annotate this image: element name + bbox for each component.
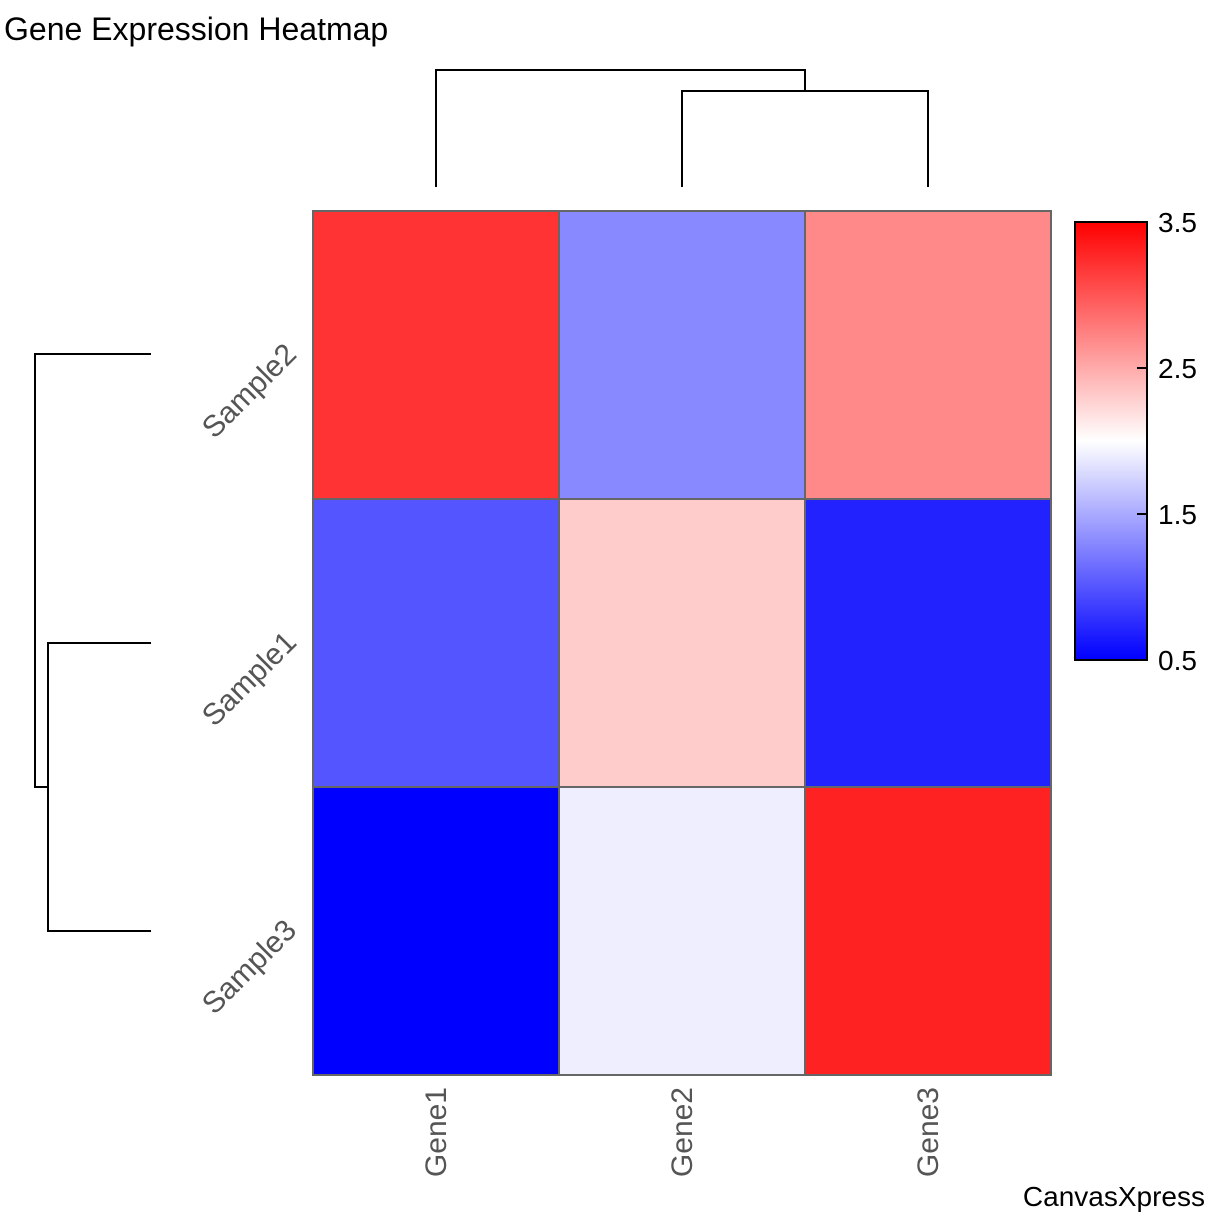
row-labels: Sample2 Sample1 Sample3	[196, 338, 303, 1021]
heatmap-cell-sample3-gene3	[804, 786, 1052, 1076]
column-label-gene1: Gene1	[420, 1087, 453, 1177]
watermark: CanvasXpress	[1023, 1181, 1205, 1212]
legend-tick-label: 0.5	[1158, 645, 1197, 676]
heatmap-cell-sample2-gene3	[804, 210, 1052, 500]
row-label-sample1: Sample1	[196, 626, 303, 733]
row-dendrogram	[34, 353, 151, 932]
heatmap-cell-sample2-gene1	[312, 210, 560, 500]
legend-tick-label: 3.5	[1158, 207, 1197, 238]
heatmap-cell-sample3-gene2	[558, 786, 806, 1076]
column-label-gene2: Gene2	[666, 1087, 699, 1177]
heatmap-cell-sample1-gene3	[804, 498, 1052, 788]
color-legend-bar	[1074, 221, 1148, 661]
row-dendrogram-root	[34, 353, 151, 788]
row-dendrogram-branch	[47, 642, 151, 932]
column-labels: Gene1 Gene2 Gene3	[420, 1087, 945, 1177]
heatmap-cells	[312, 210, 1052, 1076]
row-label-sample3: Sample3	[196, 914, 303, 1021]
column-label-gene3: Gene3	[912, 1087, 945, 1177]
row-label-sample2: Sample2	[196, 338, 303, 445]
chart-title: Gene Expression Heatmap	[4, 11, 388, 47]
heatmap-cell-sample1-gene2	[558, 498, 806, 788]
column-dendrogram-branch	[681, 90, 929, 187]
heatmap-cell-sample3-gene1	[312, 786, 560, 1076]
color-legend: 3.5 2.5 1.5 0.5	[1074, 207, 1197, 676]
column-dendrogram-root	[435, 69, 806, 187]
legend-tick-label: 2.5	[1158, 353, 1197, 384]
heatmap-cell-sample2-gene2	[558, 210, 806, 500]
heatmap-cell-sample1-gene1	[312, 498, 560, 788]
column-dendrogram	[435, 69, 929, 187]
legend-tick-label: 1.5	[1158, 499, 1197, 530]
